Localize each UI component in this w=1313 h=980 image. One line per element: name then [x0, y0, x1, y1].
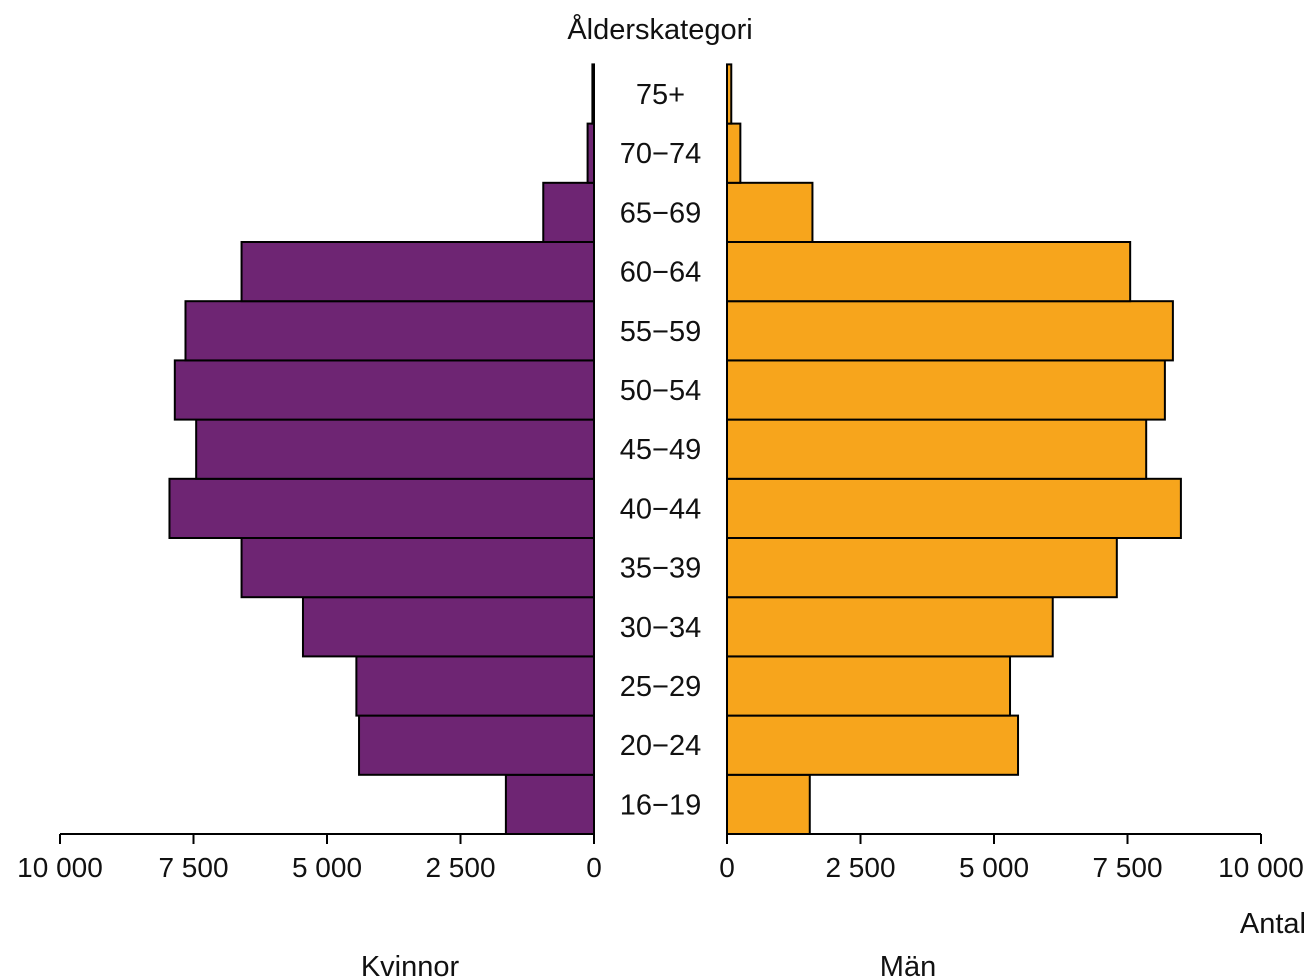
chart-title: Ålderskategori	[567, 13, 752, 46]
left-tick-label: 2 500	[425, 852, 495, 883]
kvinnor-bar-3	[301, 596, 595, 658]
kvinnor-bar-8	[184, 300, 596, 362]
left-tick-label: 7 500	[158, 852, 228, 883]
age-category-label: 65−69	[620, 197, 701, 229]
kvinnor-bar-4	[240, 537, 595, 599]
left-tick-label: 10 000	[17, 852, 103, 883]
kvinnor-bar-7	[173, 359, 595, 421]
kvinnor-bar-1	[358, 714, 596, 776]
man-bar-0	[726, 773, 811, 835]
left-axis-ticks: 10 000 7 500 5 000 2 500 0	[17, 834, 602, 883]
man-bar-3	[726, 596, 1054, 658]
age-category-label: 40−44	[620, 493, 701, 525]
man-bar-9	[726, 241, 1132, 303]
man-bar-11	[726, 122, 742, 184]
right-tick-label: 10 000	[1218, 852, 1304, 883]
man-bar-6	[726, 418, 1148, 480]
age-category-label: 35−39	[620, 553, 701, 585]
right-tick-label: 2 500	[825, 852, 895, 883]
right-tick-label: 5 000	[959, 852, 1029, 883]
kvinnor-bar-6	[195, 418, 595, 480]
man-bar-8	[726, 300, 1174, 362]
kvinnor-bar-0	[504, 773, 596, 835]
kvinnor-bar-10	[542, 181, 596, 244]
age-category-label: 55−59	[620, 316, 701, 348]
man-bar-5	[726, 477, 1182, 539]
kvinnor-axis-label: Kvinnor	[361, 951, 460, 980]
age-category-label: 16−19	[620, 789, 701, 821]
kvinnor-bars	[168, 63, 596, 835]
man-bar-4	[726, 537, 1118, 599]
kvinnor-bar-12	[591, 63, 596, 125]
man-axis-label: Män	[880, 951, 936, 980]
age-category-label: 75+	[636, 79, 685, 111]
age-category-label: 45−49	[620, 434, 701, 466]
kvinnor-bar-2	[355, 655, 595, 717]
man-bar-10	[726, 181, 814, 244]
man-bar-7	[726, 359, 1166, 421]
man-bar-2	[726, 655, 1012, 717]
left-tick-label: 0	[586, 852, 602, 883]
age-category-label: 25−29	[620, 671, 701, 703]
age-category-label: 60−64	[620, 257, 701, 289]
man-bar-12	[726, 63, 733, 125]
right-axis-ticks: 0 2 500 5 000 7 500 10 000	[719, 834, 1304, 883]
x-axis-title: Antal	[1240, 908, 1306, 940]
right-tick-label: 0	[719, 852, 735, 883]
age-category-label: 30−34	[620, 612, 701, 644]
left-tick-label: 5 000	[292, 852, 362, 883]
man-bars	[726, 63, 1182, 835]
man-bar-1	[726, 714, 1020, 776]
age-category-label: 20−24	[620, 730, 701, 762]
kvinnor-bar-9	[240, 241, 595, 303]
kvinnor-bar-11	[586, 122, 595, 184]
age-category-label: 70−74	[620, 138, 701, 170]
kvinnor-bar-5	[168, 477, 595, 539]
age-category-label: 50−54	[620, 375, 701, 407]
age-category-labels: 16−19 20−24 25−29 30−34 35−39 40−44 45−49 50−54…	[620, 79, 701, 821]
right-tick-label: 7 500	[1092, 852, 1162, 883]
